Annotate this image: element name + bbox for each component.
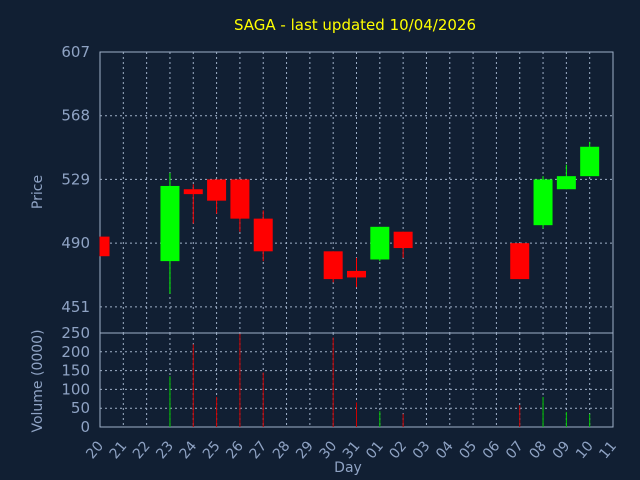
x-axis: 20 21 22 23 24 25 26 27 28 29 30 31 01 02 03 04 05 06 07 08… bbox=[83, 438, 620, 462]
candle-body bbox=[347, 270, 366, 278]
day-tick-label: 21 bbox=[107, 438, 131, 462]
day-tick-label: 23 bbox=[153, 438, 177, 462]
volume-tick-label: 50 bbox=[71, 399, 90, 417]
candle-body bbox=[533, 179, 553, 226]
day-tick-label: 05 bbox=[456, 438, 480, 462]
day-tick-label: 01 bbox=[363, 438, 387, 462]
price-tick-label: 490 bbox=[61, 234, 90, 252]
day-tick-label: 31 bbox=[340, 438, 364, 462]
day-tick-label: 10 bbox=[573, 438, 597, 462]
price-axis-label: Price bbox=[30, 175, 46, 209]
candle-body bbox=[207, 179, 227, 201]
price-tick-label: 529 bbox=[61, 170, 90, 188]
day-tick-label: 26 bbox=[223, 438, 247, 462]
candle-body bbox=[580, 146, 600, 177]
volume-tick-label: 150 bbox=[61, 362, 90, 380]
day-tick-label: 02 bbox=[386, 438, 410, 462]
day-tick-label: 25 bbox=[200, 438, 224, 462]
day-tick-label: 28 bbox=[270, 438, 294, 462]
chart-title: SAGA - last updated 10/04/2026 bbox=[234, 16, 476, 34]
volume-tick-label: 200 bbox=[61, 343, 90, 361]
day-tick-label: 20 bbox=[83, 438, 107, 462]
day-tick-label: 29 bbox=[293, 438, 317, 462]
candle-body bbox=[323, 251, 343, 280]
day-tick-label: 30 bbox=[317, 438, 341, 462]
day-tick-label: 08 bbox=[526, 438, 550, 462]
volume-tick-label: 0 bbox=[80, 418, 90, 436]
day-tick-label: 04 bbox=[433, 438, 457, 462]
day-tick-label: 24 bbox=[177, 438, 201, 462]
day-tick-label: 07 bbox=[503, 438, 527, 462]
price-tick-label: 451 bbox=[61, 298, 90, 316]
candle-body bbox=[556, 176, 576, 190]
day-tick-label: 09 bbox=[550, 438, 574, 462]
x-axis-label: Day bbox=[334, 460, 362, 476]
candle-body bbox=[100, 236, 110, 257]
candle-body bbox=[510, 243, 530, 280]
volume-tick-label: 250 bbox=[61, 324, 90, 342]
candle-body bbox=[393, 231, 413, 249]
candle-body bbox=[253, 218, 273, 252]
price-tick-label: 568 bbox=[61, 107, 90, 125]
candle-body bbox=[183, 189, 203, 195]
candle-body bbox=[370, 226, 390, 260]
day-tick-label: 22 bbox=[130, 438, 154, 462]
day-tick-label: 06 bbox=[480, 438, 504, 462]
day-tick-label: 27 bbox=[247, 438, 271, 462]
day-tick-label: 11 bbox=[596, 438, 620, 462]
volume-tick-label: 100 bbox=[61, 380, 90, 398]
price-panel: 451 490 529 568 607 bbox=[61, 43, 614, 334]
candle-body bbox=[160, 185, 180, 262]
price-tick-label: 607 bbox=[61, 43, 90, 61]
day-tick-label: 03 bbox=[410, 438, 434, 462]
candle-body bbox=[230, 179, 250, 219]
volume-axis-label: Volume (0000) bbox=[30, 329, 46, 432]
